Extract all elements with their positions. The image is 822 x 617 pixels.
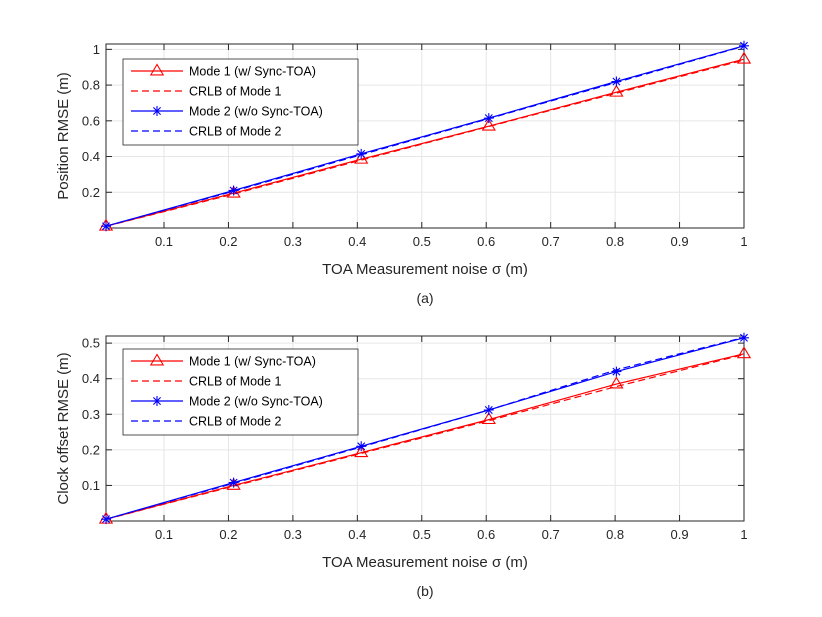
x-tick-label: 0.7 (542, 234, 560, 249)
legend-entry-label: Mode 2 (w/o Sync-TOA) (189, 395, 323, 409)
x-tick-label: 0.8 (606, 234, 624, 249)
data-point (739, 40, 749, 51)
legend-entry-label: CRLB of Mode 1 (189, 375, 281, 389)
legend-entry-label: Mode 2 (w/o Sync-TOA) (189, 105, 323, 119)
y-tick-label: 0.2 (82, 185, 100, 200)
x-tick-label: 0.1 (155, 527, 173, 542)
legend-entry-label: CRLB of Mode 2 (189, 415, 281, 429)
x-tick-label: 1 (740, 527, 747, 542)
data-point (611, 366, 622, 377)
data-point (354, 151, 369, 164)
x-tick-label: 0.5 (413, 527, 431, 542)
series-line-3 (105, 45, 745, 227)
y-tick-label: 0.5 (82, 336, 100, 351)
series-line-0 (105, 58, 745, 227)
legend-entry-label: CRLB of Mode 2 (189, 125, 281, 139)
x-tick-label: 0.3 (284, 234, 302, 249)
legend-entry-label: CRLB of Mode 1 (189, 85, 281, 99)
y-tick-label: 0.4 (82, 371, 100, 386)
data-point (356, 441, 367, 452)
legend-marker (149, 63, 165, 76)
data-point (481, 412, 496, 425)
y-tick-label: 0.2 (82, 442, 100, 457)
y-tick-label: 0.4 (82, 149, 100, 164)
data-point (356, 148, 367, 159)
data-point (228, 477, 239, 488)
data-point (228, 185, 239, 196)
axes-box (105, 335, 745, 522)
x-tick-label: 0.3 (284, 527, 302, 542)
y-tick-label: 0.8 (82, 78, 100, 93)
x-tick-label: 1 (740, 234, 747, 249)
x-tick-label: 0.8 (606, 527, 624, 542)
x-tick-label: 0.6 (477, 234, 495, 249)
series-line-3 (105, 336, 745, 520)
data-point (611, 76, 622, 87)
chart-b: 0.1 0.2 0.3 0.4 0.5 0.6 0.7 0.8 0.9 1 0.1 0.2 0.3 0.4… (55, 332, 752, 599)
x-axis-label: TOA Measurement noise σ (m) (322, 261, 528, 278)
chart-a: 0.1 0.2 0.3 0.4 0.5 0.6 0.7 0.8 0.9 1 0.2 0.4 0.6 0.8… (55, 40, 752, 306)
x-tick-label: 0.2 (219, 527, 237, 542)
data-point (354, 445, 369, 458)
data-point (736, 346, 752, 359)
data-point (101, 221, 111, 232)
y-axis-label: Clock offset RMSE (m) (55, 352, 72, 504)
y-tick-label: 0.6 (82, 113, 100, 128)
x-axis-label: TOA Measurement noise σ (m) (322, 554, 528, 571)
x-tick-label: 0.5 (413, 234, 431, 249)
legend-marker (152, 396, 162, 406)
x-tick-label: 0.9 (671, 527, 689, 542)
y-tick-label: 0.1 (82, 478, 100, 493)
x-tick-label: 0.2 (219, 234, 237, 249)
data-point (736, 51, 752, 64)
x-tick-label: 0.4 (348, 234, 366, 249)
data-point (481, 118, 496, 131)
y-tick-label: 0.3 (82, 407, 100, 422)
x-tick-label: 0.6 (477, 527, 495, 542)
axes-box (105, 43, 745, 229)
data-point (226, 477, 241, 490)
legend-marker (149, 353, 165, 366)
subfigure-caption: (b) (416, 583, 433, 599)
data-point (609, 84, 624, 97)
subfigure-caption: (a) (416, 290, 433, 306)
legend-entry-label: Mode 1 (w/ Sync-TOA) (189, 65, 316, 79)
x-tick-label: 0.1 (155, 234, 173, 249)
legend-entry-label: Mode 1 (w/ Sync-TOA) (189, 355, 316, 369)
x-tick-label: 0.7 (542, 527, 560, 542)
legend-marker (152, 106, 162, 116)
data-point (609, 376, 624, 389)
y-tick-label: 1 (93, 42, 100, 57)
y-axis-label: Position RMSE (m) (55, 72, 72, 200)
x-tick-label: 0.9 (671, 234, 689, 249)
x-tick-label: 0.4 (348, 527, 366, 542)
